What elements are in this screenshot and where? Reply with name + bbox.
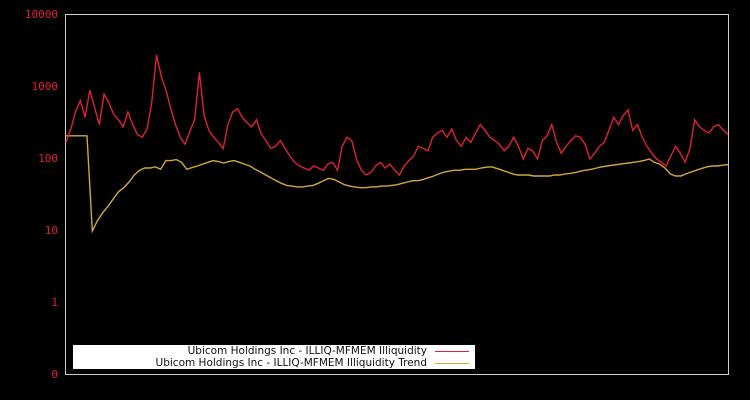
legend-swatch-trend bbox=[435, 363, 469, 364]
y-tick-label: 100 bbox=[38, 152, 58, 165]
y-tick-label: 0 bbox=[51, 368, 58, 381]
legend-label-illiquidity: Ubicom Holdings Inc - ILLIQ-MFMEM Illiqu… bbox=[187, 345, 427, 357]
illiquidity-series-line bbox=[65, 54, 729, 177]
legend-swatch-illiquidity bbox=[435, 351, 469, 352]
trend-series-line bbox=[66, 135, 729, 234]
y-tick-label: 1 bbox=[51, 296, 58, 309]
y-tick-label: 1000 bbox=[31, 80, 59, 93]
y-tick-label: 10 bbox=[44, 224, 58, 237]
legend-label-trend: Ubicom Holdings Inc - ILLIQ-MFMEM Illiqu… bbox=[155, 357, 427, 369]
chart-legend: Ubicom Holdings Inc - ILLIQ-MFMEM Illiqu… bbox=[73, 345, 475, 369]
y-tick-label: 10000 bbox=[24, 8, 58, 21]
plot-frame bbox=[65, 14, 729, 375]
